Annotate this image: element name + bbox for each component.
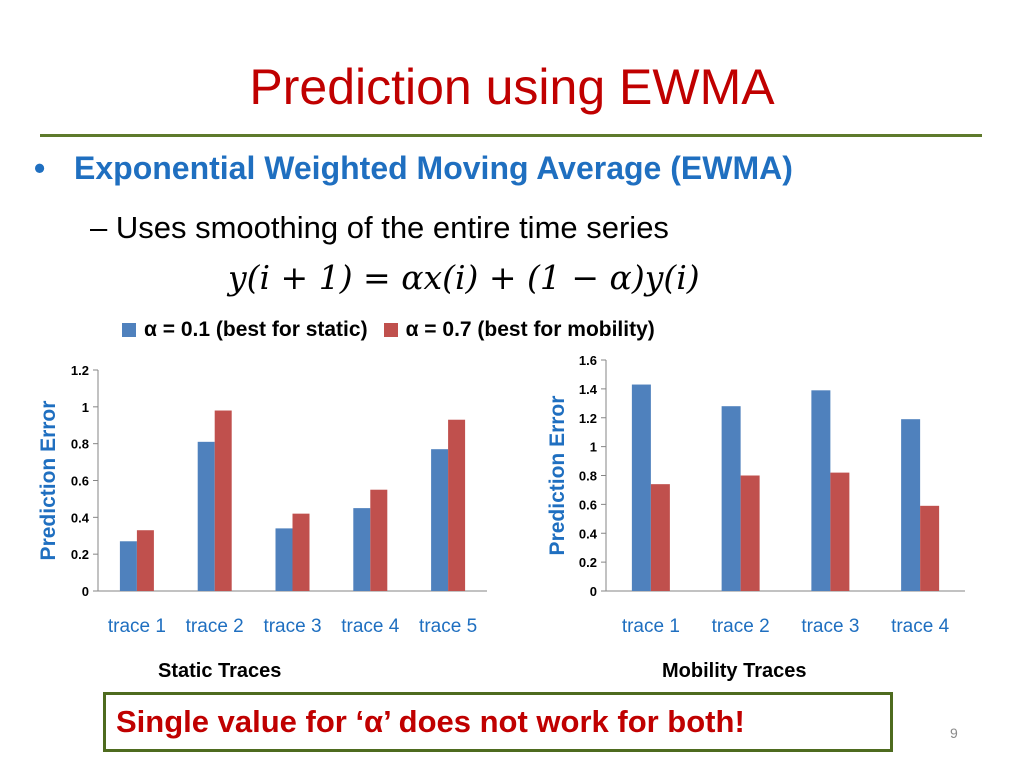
bar-mobility-alpha-trace-5	[448, 419, 466, 591]
y-axis-title: Prediction Error	[546, 396, 569, 556]
bar-static-alpha-trace-4	[901, 419, 921, 591]
y-tick-label: 0.6	[579, 497, 597, 512]
bar-static-alpha-trace-4	[353, 508, 371, 591]
y-tick-label: 1.2	[71, 363, 89, 378]
bar-static-alpha-trace-1	[631, 384, 651, 591]
y-tick-label: 1.6	[579, 353, 597, 368]
bullet-dot: •	[34, 150, 46, 186]
bullet-text: Exponential Weighted Moving Average (EWM…	[74, 150, 793, 186]
category-label: trace 3	[263, 616, 321, 637]
category-label: trace 3	[801, 616, 859, 637]
category-label: trace 4	[891, 616, 950, 637]
y-tick-label: 0	[82, 584, 89, 599]
page-number: 9	[950, 725, 958, 741]
mobility-chart-title: Mobility Traces	[662, 660, 807, 682]
y-axis-title: Prediction Error	[37, 401, 60, 561]
bar-mobility-alpha-trace-3	[830, 472, 850, 591]
category-label: trace 1	[108, 616, 166, 637]
bar-static-alpha-trace-5	[431, 449, 449, 591]
y-tick-label: 1.4	[579, 382, 598, 397]
legend-label-mobility: α = 0.7 (best for mobility)	[405, 318, 655, 341]
y-tick-label: 1	[82, 400, 89, 415]
category-label: trace 1	[622, 616, 680, 637]
y-tick-label: 1.2	[579, 411, 597, 426]
category-label: trace 4	[341, 616, 400, 637]
conclusion-callout: Single value for ‘α’ does not work for b…	[103, 692, 893, 752]
bar-static-alpha-trace-1	[119, 541, 137, 591]
y-tick-label: 0.2	[71, 547, 89, 562]
bar-mobility-alpha-trace-2	[214, 410, 232, 591]
y-tick-label: 0.2	[579, 555, 597, 570]
legend-swatch-static	[122, 323, 136, 337]
bar-mobility-alpha-trace-1	[650, 484, 670, 591]
bar-mobility-alpha-trace-4	[370, 489, 388, 591]
y-tick-label: 1	[590, 440, 597, 455]
category-label: trace 2	[712, 616, 770, 637]
static-chart-title: Static Traces	[158, 660, 282, 682]
legend-item-mobility: α = 0.7 (best for mobility)	[383, 318, 655, 342]
y-tick-label: 0	[590, 584, 597, 599]
title-divider	[40, 134, 982, 137]
static-traces-chart: 0 0.2 0.4 0.6 0.8 1 1.2 Prediction Error trace 1…	[37, 363, 487, 637]
legend-label-static: α = 0.1 (best for static)	[144, 318, 368, 341]
y-tick-label: 0.8	[579, 469, 597, 484]
y-tick-label: 0.4	[579, 526, 598, 541]
chart-legend: α = 0.1 (best for static) α = 0.7 (best …	[122, 318, 671, 342]
y-tick-label: 0.4	[71, 510, 90, 525]
slide-title: Prediction using EWMA	[249, 59, 775, 115]
sub-bullet: – Uses smoothing of the entire time seri…	[90, 210, 669, 245]
bar-mobility-alpha-trace-4	[920, 505, 940, 591]
bar-mobility-alpha-trace-2	[740, 475, 760, 591]
callout-text: Single value for ‘α’ does not work for b…	[116, 704, 745, 739]
y-tick-label: 0.6	[71, 474, 89, 489]
category-label: trace 2	[186, 616, 244, 637]
bar-mobility-alpha-trace-3	[292, 513, 310, 591]
bar-static-alpha-trace-2	[721, 406, 741, 591]
mobility-traces-chart: 0 0.2 0.4 0.6 0.8 1 1.2 1.4 1.6 Prediction Error t…	[546, 353, 965, 637]
main-bullet: • Exponential Weighted Moving Average (EW…	[34, 150, 793, 187]
legend-item-static: α = 0.1 (best for static)	[122, 318, 368, 342]
bar-mobility-alpha-trace-1	[136, 530, 154, 591]
y-tick-label: 0.8	[71, 437, 89, 452]
category-label: trace 5	[419, 616, 477, 637]
legend-swatch-mobility	[383, 323, 398, 337]
ewma-formula: y(i + 1) = αx(i) + (1 − α)y(i)	[228, 258, 700, 297]
bar-static-alpha-trace-3	[275, 528, 293, 591]
bar-static-alpha-trace-2	[197, 441, 215, 591]
bar-static-alpha-trace-3	[811, 390, 831, 591]
